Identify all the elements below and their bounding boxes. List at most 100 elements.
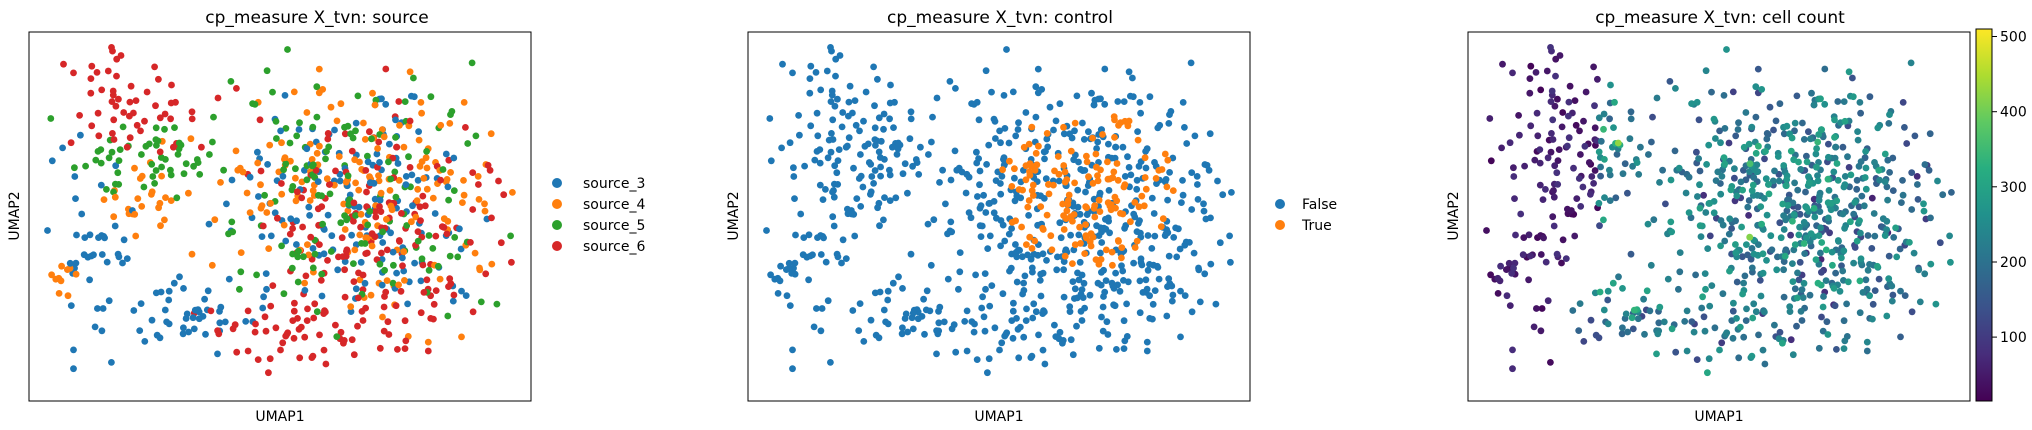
scatter-point bbox=[1036, 277, 1044, 284]
scatter-point bbox=[67, 139, 75, 147]
scatter-point bbox=[1857, 229, 1864, 237]
scatter-point bbox=[1681, 318, 1689, 325]
scatter-point bbox=[1035, 331, 1042, 339]
scatter-point bbox=[1745, 197, 1753, 204]
scatter-point bbox=[432, 287, 440, 294]
scatter-point bbox=[1798, 317, 1806, 324]
scatter-point bbox=[977, 202, 985, 210]
scatter-point bbox=[1011, 174, 1018, 182]
scatter-point bbox=[95, 132, 103, 140]
scatter-point bbox=[154, 137, 162, 145]
scatter-point bbox=[120, 236, 128, 244]
scatter-point bbox=[357, 258, 365, 266]
scatter-point bbox=[1783, 122, 1791, 130]
scatter-point bbox=[347, 303, 355, 310]
scatter-point bbox=[1697, 233, 1705, 241]
scatter-point bbox=[1076, 210, 1084, 218]
scatter-point bbox=[1138, 192, 1146, 200]
scatter-point bbox=[1899, 177, 1906, 184]
scatter-point bbox=[93, 69, 101, 76]
scatter-point bbox=[1216, 239, 1224, 247]
scatter-point bbox=[1600, 306, 1608, 314]
scatter-point bbox=[1755, 241, 1762, 249]
scatter-point bbox=[111, 222, 119, 230]
scatter-point bbox=[1531, 156, 1539, 164]
scatter-point bbox=[1853, 185, 1861, 193]
scatter-point bbox=[258, 202, 266, 210]
scatter-point bbox=[207, 307, 215, 315]
scatter-point bbox=[341, 226, 349, 233]
scatter-point bbox=[1777, 234, 1785, 242]
scatter-point bbox=[1527, 252, 1534, 260]
scatter-point bbox=[767, 271, 774, 279]
scatter-point bbox=[1622, 310, 1630, 318]
scatter-point bbox=[1207, 260, 1215, 268]
scatter-point bbox=[396, 121, 403, 129]
scatter-point bbox=[1847, 218, 1854, 226]
scatter-point bbox=[1761, 155, 1768, 163]
scatter-point bbox=[816, 159, 824, 167]
scatter-point bbox=[1060, 293, 1068, 301]
scatter-point bbox=[1020, 333, 1028, 341]
scatter-point bbox=[1113, 346, 1120, 353]
scatter-point bbox=[432, 232, 440, 240]
scatter-point bbox=[265, 245, 273, 253]
scatter-point bbox=[374, 145, 381, 152]
scatter-point bbox=[1825, 140, 1832, 148]
scatter-point bbox=[1588, 173, 1596, 180]
scatter-point bbox=[272, 324, 280, 332]
scatter-point bbox=[141, 338, 149, 345]
scatter-point bbox=[1162, 230, 1170, 238]
scatter-point bbox=[403, 222, 411, 229]
scatter-point bbox=[853, 195, 861, 203]
scatter-point bbox=[1786, 308, 1794, 315]
scatter-point bbox=[394, 346, 401, 353]
scatter-point bbox=[1506, 139, 1514, 147]
scatter-point bbox=[1806, 291, 1814, 299]
scatter-point bbox=[1818, 268, 1825, 276]
scatter-point bbox=[1538, 305, 1546, 312]
scatter-point bbox=[263, 209, 271, 216]
scatter-point bbox=[1047, 232, 1055, 240]
scatter-point bbox=[287, 215, 295, 223]
scatter-point bbox=[251, 328, 259, 336]
scatter-point bbox=[1864, 232, 1872, 239]
scatter-point bbox=[1911, 132, 1919, 140]
scatter-point bbox=[1005, 230, 1013, 238]
scatter-point bbox=[277, 346, 284, 354]
scatter-point bbox=[962, 189, 970, 197]
scatter-point bbox=[233, 348, 241, 356]
scatter-point bbox=[1881, 178, 1889, 186]
scatter-point bbox=[1149, 315, 1156, 323]
scatter-point bbox=[763, 227, 770, 234]
scatter-point bbox=[1056, 328, 1064, 336]
scatter-point bbox=[1817, 224, 1824, 232]
scatter-point bbox=[406, 164, 414, 171]
scatter-point bbox=[196, 171, 204, 178]
scatter-point bbox=[1841, 224, 1848, 232]
scatter-point bbox=[356, 276, 364, 284]
scatter-point bbox=[1815, 344, 1823, 352]
scatter-point bbox=[1073, 92, 1081, 100]
scatter-point bbox=[1550, 193, 1558, 201]
scatter-point bbox=[1544, 154, 1552, 162]
scatter-point bbox=[103, 186, 110, 193]
scatter-point bbox=[933, 350, 940, 358]
scatter-point bbox=[262, 270, 270, 277]
scatter-point bbox=[289, 183, 297, 190]
scatter-point bbox=[402, 337, 410, 345]
scatter-point bbox=[362, 304, 369, 312]
scatter-point bbox=[108, 359, 115, 366]
scatter-point bbox=[1179, 99, 1187, 106]
scatter-point bbox=[1125, 68, 1133, 76]
scatter-point bbox=[1915, 266, 1923, 274]
scatter-point bbox=[1019, 253, 1026, 261]
scatter-point bbox=[818, 305, 826, 312]
scatter-point bbox=[832, 72, 839, 80]
scatter-point bbox=[115, 253, 123, 261]
scatter-point bbox=[865, 159, 873, 166]
scatter-point bbox=[1088, 89, 1095, 97]
scatter-point bbox=[1029, 181, 1037, 189]
scatter-point bbox=[790, 173, 798, 180]
scatter-point bbox=[1823, 318, 1831, 326]
